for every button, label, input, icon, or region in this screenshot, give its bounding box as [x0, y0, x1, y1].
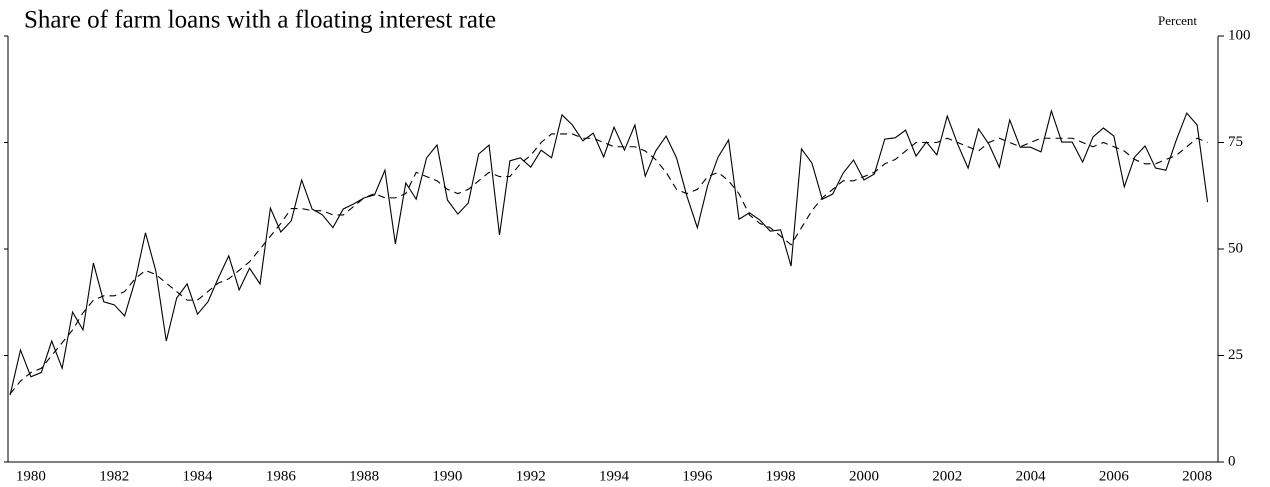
x-tick-label: 1982 — [99, 468, 129, 484]
x-tick-label: 1980 — [16, 468, 46, 484]
x-tick-label: 2006 — [1099, 468, 1130, 484]
y-tick-label: 75 — [1228, 134, 1243, 150]
y-tick-label: 25 — [1228, 347, 1243, 363]
x-tick-label: 2000 — [849, 468, 879, 484]
series-line — [9, 133, 1208, 395]
x-tick-label: 2004 — [1016, 468, 1047, 484]
y-axis-label: Percent — [1158, 13, 1197, 28]
x-tick-label: 1986 — [266, 468, 297, 484]
x-tick-label: 1988 — [349, 468, 379, 484]
x-tick-label: 2002 — [932, 468, 962, 484]
y-tick-label: 50 — [1228, 240, 1243, 256]
series-line — [9, 109, 1209, 396]
x-tick-label: 2008 — [1182, 468, 1212, 484]
chart-title: Share of farm loans with a floating inte… — [24, 7, 496, 34]
x-tick-label: 1998 — [766, 468, 796, 484]
y-tick-label: 0 — [1228, 453, 1236, 469]
x-tick-label: 1994 — [599, 468, 630, 484]
x-tick-label: 1992 — [516, 468, 546, 484]
x-tick-label: 1996 — [682, 468, 713, 484]
x-tick-label: 1984 — [183, 468, 214, 484]
y-tick-label: 100 — [1228, 27, 1251, 43]
x-tick-label: 1990 — [432, 468, 462, 484]
